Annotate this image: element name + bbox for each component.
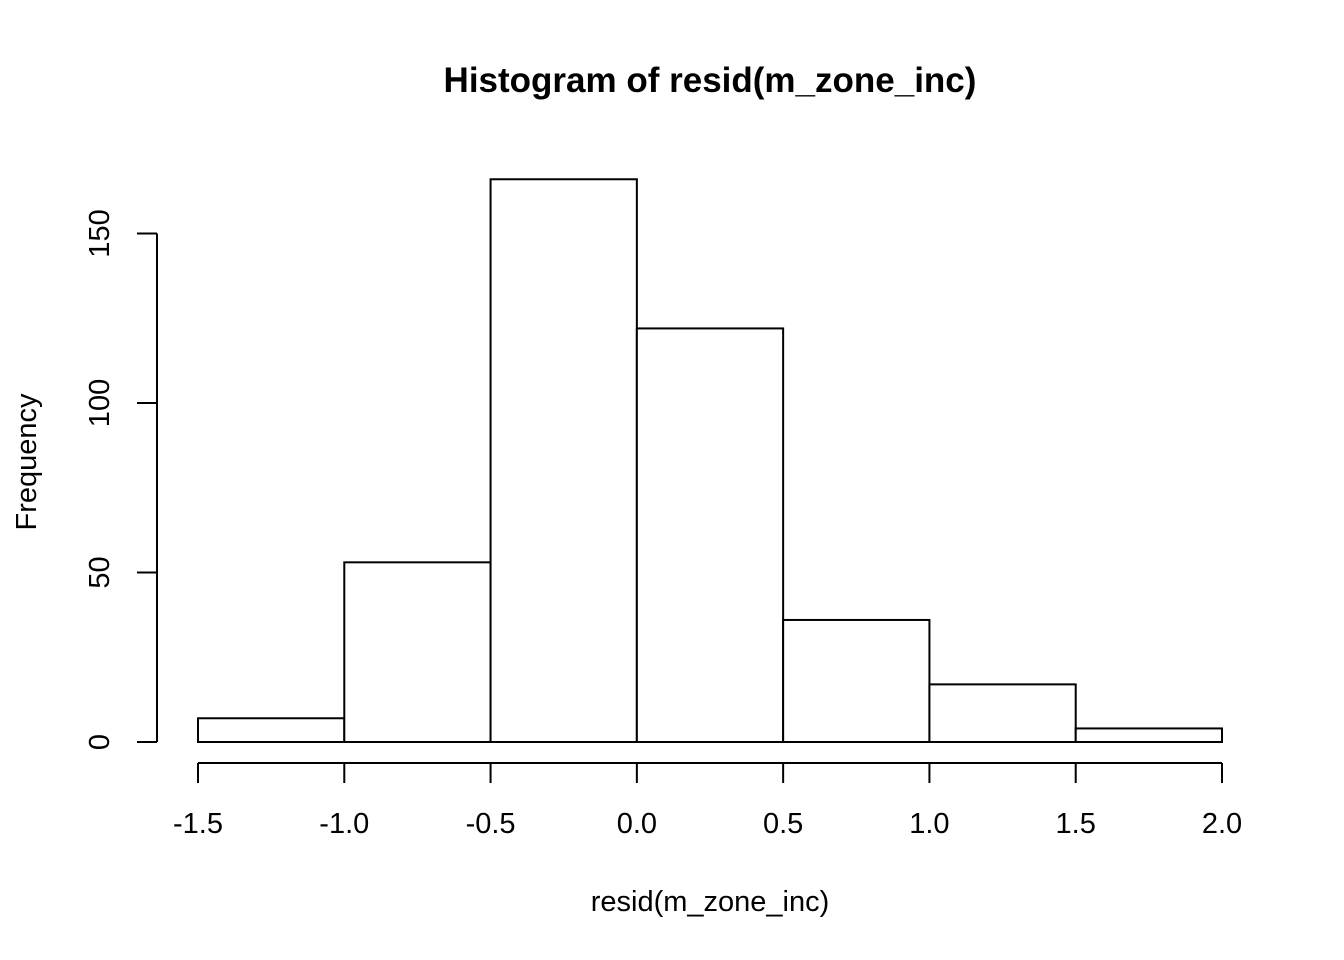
x-axis: -1.5 -1.0 -0.5 0.0 0.5 1.0 1.5 2.0 [173, 762, 1242, 840]
y-tick-label-2: 100 [84, 379, 116, 427]
y-axis-label: Frequency [11, 393, 43, 531]
histogram-bar-1 [343, 561, 492, 744]
x-tick-label-2: -0.5 [466, 808, 516, 840]
x-tick-label-6: 1.5 [1056, 808, 1096, 840]
y-tick-label-1: 50 [84, 556, 116, 588]
x-tick-label-5: 1.0 [909, 808, 949, 840]
x-tick-label-4: 0.5 [763, 808, 803, 840]
y-tick-label-0: 0 [84, 734, 116, 750]
y-axis: 0 50 100 150 [84, 209, 158, 750]
histogram-bar-6 [1074, 727, 1223, 744]
bars-group [197, 178, 1223, 744]
histogram-bar-2 [489, 178, 638, 743]
x-tick-label-1: -1.0 [319, 808, 369, 840]
y-tick-label-3: 150 [84, 209, 116, 257]
x-tick-label-0: -1.5 [173, 808, 223, 840]
x-tick-label-7: 2.0 [1202, 808, 1242, 840]
histogram-bar-4 [782, 618, 931, 744]
histogram-bar-3 [635, 327, 785, 743]
x-tick-label-3: 0.0 [617, 808, 657, 840]
histogram-bar-5 [928, 683, 1077, 743]
x-axis-label: resid(m_zone_inc) [591, 886, 830, 918]
chart-title: Histogram of resid(m_zone_inc) [444, 61, 977, 100]
histogram-bar-0 [197, 717, 346, 744]
